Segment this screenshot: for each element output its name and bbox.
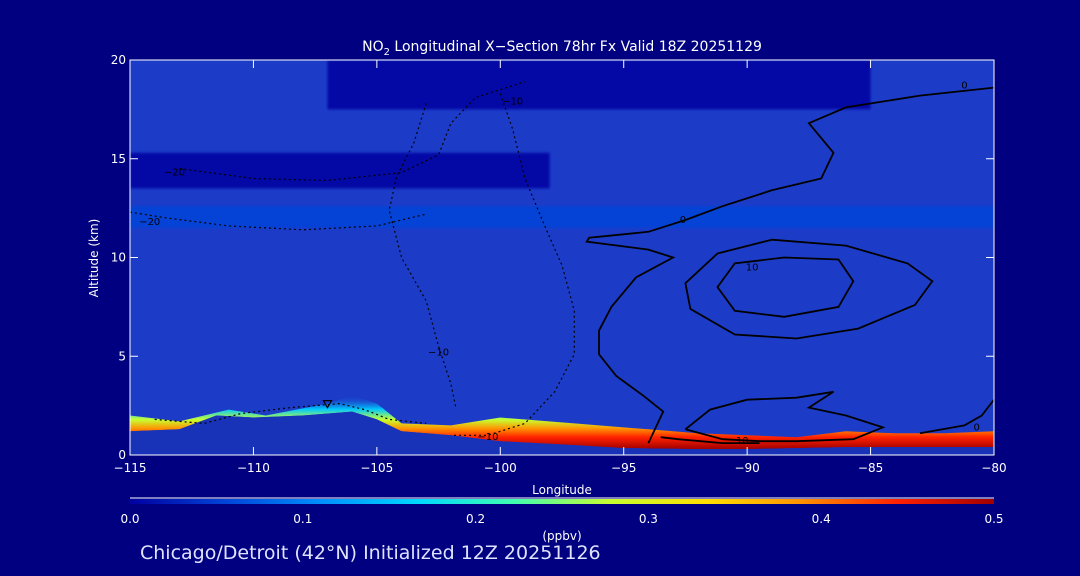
contour-label-6: −20: [164, 168, 185, 179]
contour-line-5: [660, 436, 760, 445]
y-tick-label: 10: [111, 251, 126, 265]
heatmap-band-2: [130, 152, 550, 189]
contour-line-3: [684, 238, 934, 340]
boundary-layer-plume: [130, 395, 994, 450]
y-tick-label: 15: [111, 152, 126, 166]
heatmap-band-1: [327, 60, 871, 110]
colorbar-label: (ppbv): [542, 529, 581, 543]
contour-line-4: [684, 390, 886, 443]
contour-label-8: −10: [502, 96, 523, 107]
x-tick-label: −100: [484, 461, 517, 475]
contour-label-3: 10: [746, 262, 759, 273]
x-tick-label: −115: [114, 461, 147, 475]
colorbar-tick-label: 0.1: [293, 512, 312, 526]
colorbar-tick-label: 0.3: [639, 512, 658, 526]
colorbar-ramp: [130, 499, 994, 504]
contour-line-8: [388, 103, 457, 408]
contour-line-1: [919, 399, 994, 435]
contour-label-5: −20: [139, 217, 160, 228]
marker-triangle: [322, 400, 333, 409]
contour-line-0: [585, 86, 994, 444]
contour-label-2: 0: [974, 422, 980, 433]
contour-line-2: [716, 256, 855, 318]
colorbar-tick-label: 0.4: [812, 512, 831, 526]
colorbar: 0.0 0.1 0.2 0.3 0.4 0.5: [120, 497, 1004, 526]
y-tick-label: 5: [118, 349, 126, 363]
contour-label-1: 0: [680, 215, 686, 226]
x-tick-label: −95: [611, 461, 636, 475]
chart-title-subscript: 2: [384, 47, 390, 58]
heatmap-band-0: [130, 206, 994, 228]
x-axis-label: Longitude: [532, 483, 592, 497]
heatmap-background: [130, 60, 994, 455]
location-init-caption: Chicago/Detroit (42°N) Initialized 12Z 2…: [140, 542, 601, 564]
contour-label-0: 0: [961, 81, 967, 92]
x-tick-label: −85: [858, 461, 883, 475]
y-axis-label: Altitude (km): [87, 219, 101, 298]
plot-area: [130, 60, 994, 455]
colorbar-tick-label: 0.5: [984, 512, 1003, 526]
contour-label-7: −10: [428, 347, 449, 358]
x-tick-label: −90: [734, 461, 759, 475]
contour-lines: 0 0 0 10 10 −20 −20 −10 −10 −10: [130, 81, 994, 447]
contour-label-9: −10: [477, 432, 498, 443]
colorbar-tick-label: 0.2: [466, 512, 485, 526]
contour-line-10: [154, 402, 427, 425]
colorbar-tick-label: 0.0: [120, 512, 139, 526]
y-tick-label: 0: [118, 448, 126, 462]
x-tick-label: −80: [981, 461, 1006, 475]
chart-title-suffix: Longitudinal X−Section 78hr Fx Valid 18Z…: [390, 39, 762, 55]
contour-label-4: 10: [736, 436, 749, 447]
terrain: [130, 411, 994, 455]
contour-line-9: [450, 93, 575, 436]
x-tick-label: −105: [360, 461, 393, 475]
chart-title-prefix: NO: [362, 39, 384, 55]
y-tick-label: 20: [111, 53, 126, 67]
x-tick-label: −110: [237, 461, 270, 475]
contour-line-6: [130, 211, 427, 231]
chart-title: NO2 Longitudinal X−Section 78hr Fx Valid…: [362, 39, 762, 58]
